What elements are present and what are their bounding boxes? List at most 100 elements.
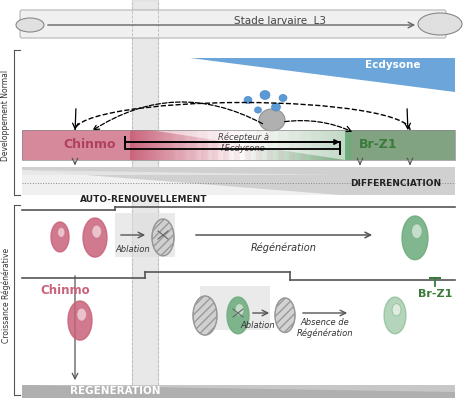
Bar: [338, 130, 340, 160]
Bar: [191, 130, 193, 160]
Bar: [174, 130, 176, 160]
Bar: [173, 130, 175, 160]
Bar: [274, 130, 276, 160]
Bar: [275, 130, 277, 160]
Text: Chinmo: Chinmo: [64, 139, 116, 152]
Ellipse shape: [255, 107, 262, 113]
Bar: [294, 130, 296, 160]
Bar: [305, 130, 306, 160]
Bar: [150, 130, 151, 160]
Polygon shape: [22, 385, 455, 392]
Bar: [234, 130, 236, 160]
Ellipse shape: [77, 308, 86, 321]
Bar: [309, 130, 311, 160]
Bar: [317, 130, 318, 160]
Bar: [224, 130, 225, 160]
Bar: [178, 130, 180, 160]
Bar: [130, 130, 132, 160]
Bar: [144, 130, 146, 160]
Bar: [145, 130, 147, 160]
Bar: [132, 130, 134, 160]
Bar: [22, 130, 455, 160]
Bar: [284, 130, 286, 160]
Bar: [210, 130, 212, 160]
Bar: [217, 130, 219, 160]
Bar: [296, 130, 297, 160]
Bar: [141, 130, 142, 160]
Bar: [201, 130, 203, 160]
Polygon shape: [384, 297, 406, 334]
Bar: [327, 130, 328, 160]
Bar: [133, 130, 135, 160]
Bar: [203, 130, 204, 160]
Ellipse shape: [57, 228, 65, 237]
Bar: [255, 130, 257, 160]
Bar: [240, 130, 241, 160]
Bar: [162, 130, 163, 160]
Bar: [266, 130, 268, 160]
Ellipse shape: [260, 90, 270, 100]
Polygon shape: [22, 385, 455, 398]
Ellipse shape: [271, 103, 281, 111]
Text: Br-Z1: Br-Z1: [418, 289, 452, 299]
Bar: [248, 130, 249, 160]
Text: Ablation: Ablation: [241, 322, 276, 330]
Bar: [238, 130, 240, 160]
Bar: [299, 130, 301, 160]
Bar: [218, 130, 219, 160]
Bar: [191, 130, 192, 160]
Bar: [304, 130, 305, 160]
Bar: [260, 130, 262, 160]
Bar: [273, 130, 275, 160]
Bar: [265, 130, 267, 160]
Text: DIFFERENCIATION: DIFFERENCIATION: [350, 178, 441, 187]
Polygon shape: [22, 170, 340, 195]
Bar: [287, 130, 289, 160]
Text: Br-Z1: Br-Z1: [359, 139, 397, 152]
Bar: [212, 130, 214, 160]
Bar: [154, 130, 156, 160]
Bar: [171, 130, 172, 160]
Bar: [326, 130, 327, 160]
Bar: [297, 130, 299, 160]
Ellipse shape: [411, 224, 422, 238]
Bar: [138, 130, 139, 160]
Bar: [333, 130, 334, 160]
Bar: [200, 130, 202, 160]
Bar: [333, 130, 335, 160]
Bar: [207, 130, 209, 160]
Bar: [264, 130, 266, 160]
Bar: [161, 130, 163, 160]
Bar: [169, 130, 170, 160]
Bar: [323, 130, 324, 160]
Bar: [216, 130, 218, 160]
Bar: [314, 130, 315, 160]
Bar: [243, 130, 245, 160]
Ellipse shape: [16, 18, 44, 32]
Bar: [334, 130, 336, 160]
Bar: [213, 130, 215, 160]
Bar: [339, 130, 340, 160]
Bar: [177, 130, 179, 160]
Bar: [157, 130, 159, 160]
Polygon shape: [193, 296, 217, 335]
Bar: [231, 130, 233, 160]
Bar: [228, 130, 229, 160]
Bar: [215, 130, 216, 160]
Bar: [343, 130, 345, 160]
Bar: [200, 286, 270, 330]
Bar: [340, 130, 455, 160]
Bar: [166, 130, 168, 160]
Bar: [134, 130, 136, 160]
Bar: [205, 130, 206, 160]
Bar: [188, 130, 190, 160]
Bar: [293, 130, 294, 160]
Text: AUTO-RENOUVELLEMENT: AUTO-RENOUVELLEMENT: [80, 195, 207, 205]
Bar: [259, 130, 260, 160]
Text: Chinmo: Chinmo: [40, 283, 90, 297]
Bar: [143, 130, 145, 160]
Polygon shape: [275, 298, 295, 332]
Bar: [237, 130, 238, 160]
Bar: [139, 130, 141, 160]
Bar: [239, 130, 241, 160]
